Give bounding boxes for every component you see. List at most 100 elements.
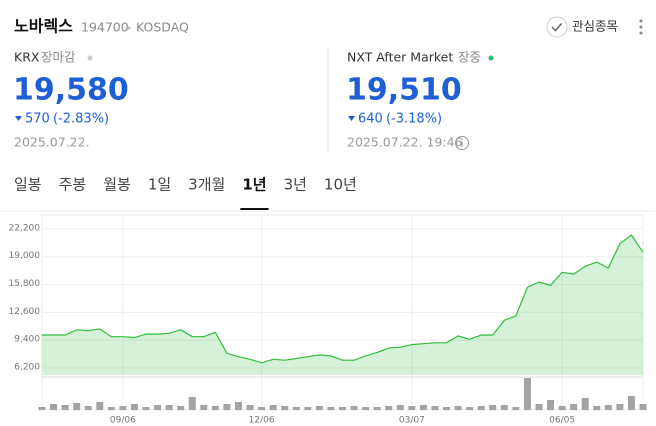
volume-bar xyxy=(61,405,69,410)
volume-bar xyxy=(246,405,254,410)
x-tick-label: 12/06 xyxy=(249,416,275,426)
krx-status: 장마감 xyxy=(41,50,76,65)
nxt-change-pct: (-3.18%) xyxy=(386,112,442,127)
period-tab[interactable]: 3개월 xyxy=(188,176,225,194)
volume-bar xyxy=(616,404,624,410)
volume-bar xyxy=(581,398,589,410)
volume-bar xyxy=(165,405,173,410)
period-tab[interactable]: 3년 xyxy=(284,176,307,194)
volume-bar xyxy=(535,404,543,410)
price-line xyxy=(42,234,644,364)
nxt-status: 장중 xyxy=(458,50,481,65)
volume-bar xyxy=(627,396,635,410)
stock-name: 노바렉스 xyxy=(14,17,73,36)
volume-bar xyxy=(223,404,231,410)
period-tab[interactable]: 1년 xyxy=(242,176,266,194)
volume-bar xyxy=(477,406,485,410)
volume-bar xyxy=(396,405,404,410)
volume-bar xyxy=(177,406,185,410)
volume-bar xyxy=(362,407,370,410)
volume-bar xyxy=(119,406,127,410)
nxt-change: 640 xyxy=(358,112,383,127)
period-tabs: 일봉 주봉 월봉 1일 3개월 1년 3년 10년 xyxy=(14,176,357,210)
volume-bar xyxy=(107,407,115,410)
period-tab[interactable]: 일봉 xyxy=(14,176,42,194)
volume-bar xyxy=(570,404,578,410)
menu-button[interactable] xyxy=(639,19,643,35)
volume-bar xyxy=(558,406,566,410)
volume-bar xyxy=(431,406,439,410)
down-arrow xyxy=(15,116,22,121)
volume-bar xyxy=(281,406,289,410)
volume-bar xyxy=(154,405,162,410)
market: KOSDAQ xyxy=(136,20,189,35)
volume-bar xyxy=(234,402,242,410)
volume-bar xyxy=(211,406,219,410)
nxt-date: 2025.07.22. 19:46 xyxy=(347,135,463,150)
y-tick-label: 6,200 xyxy=(14,363,40,373)
krx-price: 19,580 xyxy=(13,73,129,108)
price-chart: 09/06 12/06 03/07 06/05 22,200 19,000 15,800 12… xyxy=(9,214,647,426)
volume-bar xyxy=(373,407,381,410)
volume-bar xyxy=(96,402,104,410)
volume-bar xyxy=(593,406,601,410)
volume-bar xyxy=(350,406,358,410)
volume-bar xyxy=(304,407,312,410)
volume-bar xyxy=(258,407,266,410)
volume-bar xyxy=(84,406,92,410)
volume-bar xyxy=(385,406,393,410)
x-tick-label: 06/05 xyxy=(549,416,575,426)
krx-label: KRX xyxy=(14,50,40,65)
volume-bar xyxy=(547,400,555,410)
krx-change-pct: (-2.83%) xyxy=(53,112,109,127)
volume-bar xyxy=(408,406,416,410)
volume-bar xyxy=(500,405,508,410)
check xyxy=(551,23,563,32)
active-underline xyxy=(240,208,269,210)
volume-bar xyxy=(512,407,520,410)
period-tab[interactable]: 월봉 xyxy=(103,176,131,194)
volume-bar xyxy=(200,405,208,410)
nxt-label: NXT After Market xyxy=(347,50,453,65)
y-tick-label: 19,000 xyxy=(9,251,41,261)
volume-bar xyxy=(604,405,612,410)
volume-bar xyxy=(419,405,427,410)
volume-bar xyxy=(188,397,196,410)
volume-bar xyxy=(339,407,346,410)
krx-change: 570 xyxy=(25,112,50,127)
y-tick-label: 15,800 xyxy=(9,279,41,289)
krx-date: 2025.07.22. xyxy=(14,135,90,150)
y-tick-label: 9,400 xyxy=(14,335,40,345)
volume-bar xyxy=(466,407,474,410)
volume-bar xyxy=(327,407,335,410)
x-tick-label: 09/06 xyxy=(110,416,136,426)
period-tab[interactable]: 10년 xyxy=(324,176,357,194)
down-arrow xyxy=(348,116,355,121)
volume-bar xyxy=(38,407,46,410)
volume-bar xyxy=(73,403,81,410)
area-fill xyxy=(42,235,643,375)
period-tab[interactable]: 주봉 xyxy=(59,176,87,194)
volume-bar xyxy=(443,407,451,410)
separator-dot xyxy=(127,26,131,30)
volume-bar xyxy=(269,405,277,410)
volume-bar xyxy=(315,406,323,410)
volume-bar xyxy=(639,404,647,410)
info-icon[interactable] xyxy=(455,136,469,150)
volume-bar xyxy=(142,407,150,410)
watch-label: 관심종목 xyxy=(572,19,618,34)
nxt-price: 19,510 xyxy=(346,73,462,108)
volume-bar xyxy=(292,407,300,410)
watch-button[interactable]: 관심종목 xyxy=(546,16,618,38)
x-tick-label: 03/07 xyxy=(399,416,425,426)
status-dot xyxy=(488,55,494,61)
volume-bar xyxy=(454,406,462,410)
period-tab[interactable]: 1일 xyxy=(148,176,171,194)
volume-bar xyxy=(130,404,138,410)
watch-icon xyxy=(546,16,568,38)
stock-code: 194700 xyxy=(81,20,129,35)
volume-bar xyxy=(489,405,497,410)
y-tick-label: 12,600 xyxy=(9,307,41,317)
y-tick-label: 22,200 xyxy=(9,223,41,233)
